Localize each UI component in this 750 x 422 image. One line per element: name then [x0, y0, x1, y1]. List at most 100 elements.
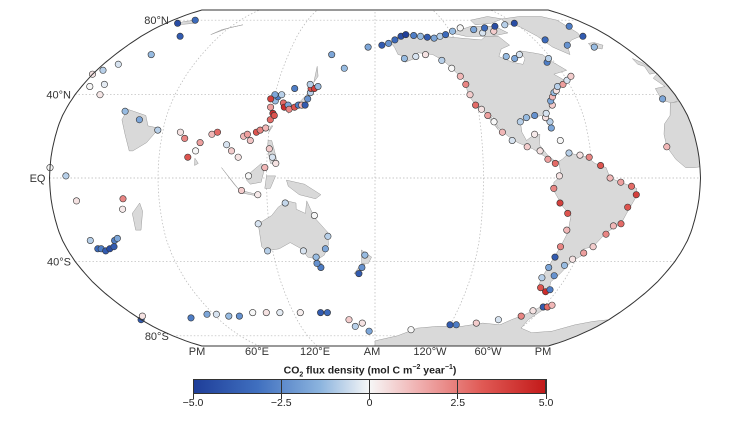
- land-polygon: [286, 179, 322, 200]
- site-marker: [565, 22, 573, 30]
- land-polygon: [501, 16, 581, 56]
- land-polygon: [194, 157, 199, 166]
- site-marker: [617, 178, 625, 186]
- site-marker: [181, 134, 189, 142]
- site-marker: [632, 191, 640, 199]
- site-marker: [541, 36, 549, 44]
- site-marker: [272, 159, 280, 167]
- site-marker: [228, 147, 236, 155]
- site-marker: [624, 203, 632, 211]
- longitude-label: AM: [364, 346, 381, 358]
- site-marker: [270, 112, 278, 120]
- longitude-label: 60°E: [245, 346, 269, 358]
- site-marker: [324, 232, 332, 240]
- site-marker: [110, 243, 118, 251]
- site-marker: [452, 321, 460, 329]
- site-marker: [365, 327, 373, 335]
- longitude-labels: PM 60°E 120°E AM 120°W 60°W PM: [189, 346, 552, 358]
- site-marker: [254, 220, 262, 228]
- site-marker: [547, 124, 555, 132]
- site-marker: [355, 270, 363, 278]
- site-marker: [462, 80, 470, 88]
- colorbar-tick: [192, 379, 194, 399]
- land-polygon: [537, 152, 638, 292]
- site-marker: [491, 22, 499, 30]
- site-marker: [296, 309, 304, 317]
- site-marker: [358, 319, 366, 327]
- site-marker: [340, 64, 348, 72]
- site-marker: [516, 118, 524, 126]
- site-marker: [328, 51, 336, 59]
- measurement-sites: [46, 16, 671, 335]
- site-marker: [531, 112, 539, 120]
- site-marker: [416, 32, 424, 40]
- site-marker: [385, 39, 393, 47]
- site-marker: [536, 147, 544, 155]
- site-marker: [265, 145, 273, 153]
- site-marker: [589, 243, 597, 251]
- site-marker: [238, 187, 246, 195]
- site-marker: [361, 251, 369, 259]
- colorbar-tick: [457, 379, 459, 399]
- site-marker: [544, 155, 552, 163]
- site-marker: [299, 247, 307, 255]
- site-marker: [563, 226, 571, 234]
- site-marker: [291, 85, 299, 93]
- site-marker: [214, 128, 222, 136]
- site-marker: [617, 220, 625, 228]
- site-marker: [494, 316, 502, 324]
- land-polygon: [469, 16, 504, 26]
- colorbar-tick-label: 5.0: [538, 397, 554, 409]
- longitude-label: 60°W: [474, 346, 502, 358]
- site-marker: [264, 247, 272, 255]
- site-marker: [266, 116, 274, 124]
- site-marker: [484, 112, 492, 120]
- site-marker: [306, 80, 314, 88]
- site-marker: [556, 137, 564, 145]
- site-marker: [184, 153, 192, 161]
- land-polygon: [246, 163, 266, 185]
- site-marker: [560, 261, 568, 269]
- site-marker: [508, 137, 516, 145]
- site-marker: [565, 149, 573, 157]
- site-marker: [576, 151, 584, 159]
- site-marker: [442, 31, 450, 39]
- site-marker: [477, 105, 485, 113]
- meridian-line: [157, 10, 260, 346]
- map-frame: [48, 9, 702, 347]
- longitude-label: PM: [189, 346, 206, 358]
- site-marker: [517, 312, 525, 320]
- land-polygon: [221, 167, 240, 191]
- site-marker: [470, 26, 478, 34]
- site-marker: [191, 16, 199, 24]
- site-marker: [456, 72, 464, 80]
- site-marker: [196, 139, 204, 147]
- longitude-label: 120°E: [300, 346, 330, 358]
- site-marker: [438, 56, 446, 64]
- site-marker: [203, 310, 211, 318]
- site-marker: [502, 52, 510, 60]
- site-marker: [73, 197, 81, 205]
- site-marker: [542, 109, 550, 117]
- land-polygon: [264, 175, 276, 189]
- site-marker: [235, 312, 243, 320]
- site-marker: [312, 253, 320, 261]
- site-marker: [544, 54, 552, 62]
- site-marker: [659, 95, 667, 103]
- site-marker: [345, 316, 353, 324]
- longitude-label: PM: [535, 346, 552, 358]
- latitude-label: 40°N: [46, 90, 71, 102]
- site-marker: [391, 36, 399, 44]
- site-marker: [538, 274, 546, 282]
- site-marker: [147, 51, 155, 59]
- site-marker: [423, 33, 431, 41]
- site-marker: [119, 205, 127, 213]
- site-marker: [86, 83, 94, 91]
- site-marker: [556, 199, 564, 207]
- site-marker: [466, 91, 474, 99]
- site-marker: [174, 19, 182, 27]
- colorbar-tick-label: −2.5: [270, 397, 292, 409]
- colorbar-tick-label: 2.5: [450, 397, 466, 409]
- site-marker: [304, 95, 312, 103]
